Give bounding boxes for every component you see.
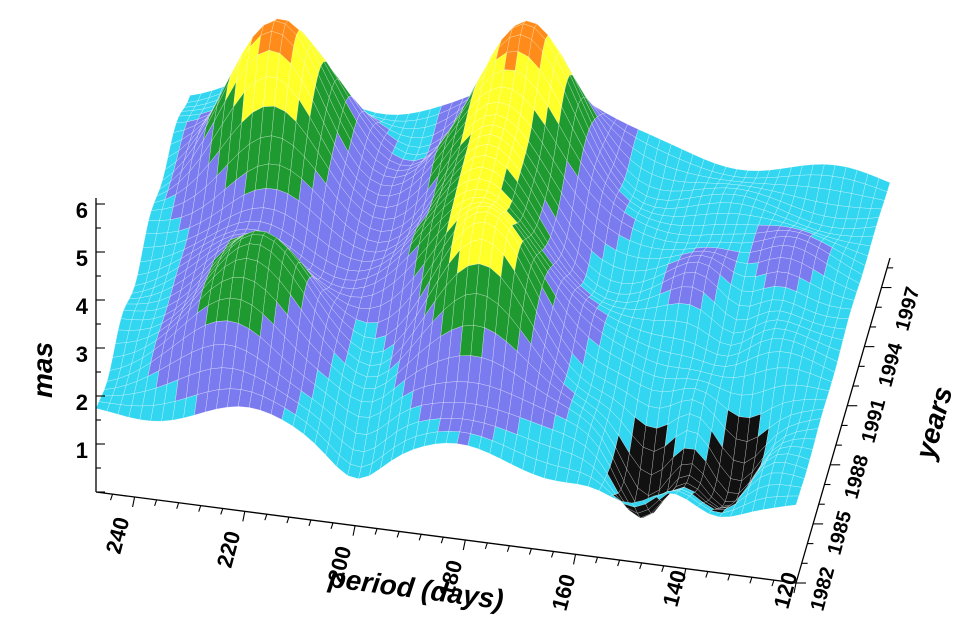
z-tick-label: 4: [76, 294, 89, 319]
x-tick-mark: [683, 568, 687, 579]
x-tick-mark: [705, 571, 709, 578]
x-tick-mark: [330, 522, 334, 529]
x-tick-mark: [793, 582, 797, 594]
x-axis-line: [95, 491, 797, 584]
y-tick-label: 1988: [841, 453, 874, 502]
x-tick-mark: [661, 565, 665, 572]
y-tick-label: 1982: [807, 565, 840, 614]
x-tick-mark: [462, 539, 466, 551]
x-tick-mark: [396, 531, 400, 538]
x-tick-mark: [550, 551, 555, 558]
y-axis-line: [795, 257, 891, 584]
y-tick-label: 1997: [892, 285, 925, 334]
y-tick-label: 1985: [824, 509, 857, 558]
x-tick-mark: [242, 511, 246, 522]
x-tick-mark: [286, 516, 290, 524]
y-tick-label: 1991: [858, 397, 891, 446]
y-axis-label: years: [909, 383, 958, 464]
x-tick-mark: [440, 536, 444, 544]
surface-mesh: [95, 18, 891, 519]
x-tick-mark: [264, 514, 268, 521]
x-tick-mark: [154, 499, 158, 507]
x-tick-mark: [749, 577, 753, 584]
x-tick-mark: [308, 519, 312, 527]
z-tick-labels: 1 2 3 4 5 6: [76, 198, 89, 463]
x-tick-label: 120: [769, 569, 803, 611]
x-tick-mark: [484, 542, 488, 550]
x-tick-mark: [771, 579, 775, 587]
x-tick-mark: [374, 528, 378, 535]
x-tick-mark: [220, 508, 224, 515]
x-tick-label: 160: [547, 571, 581, 613]
axes: [95, 198, 894, 594]
x-tick-mark: [572, 554, 577, 565]
x-tick-mark: [617, 559, 621, 567]
z-axis-label: mas: [27, 342, 58, 398]
z-tick-label: 5: [76, 246, 88, 271]
y-tick-label: 1994: [875, 340, 908, 390]
x-tick-mark: [352, 525, 356, 536]
z-tick-label: 1: [76, 438, 88, 463]
x-tick-mark: [506, 545, 510, 552]
x-axis-label: period (days): [326, 562, 505, 616]
x-tick-label: 240: [101, 514, 135, 556]
x-tick-mark: [595, 557, 599, 564]
z-tick-label: 2: [76, 390, 88, 415]
x-tick-labels: 240 220 200 180 160 140 120: [101, 514, 803, 613]
x-tick-mark: [639, 562, 643, 570]
z-tick-label: 3: [76, 342, 88, 367]
x-tick-label: 220: [212, 528, 246, 570]
x-tick-mark: [528, 548, 532, 555]
x-tick-mark: [132, 496, 136, 508]
x-tick-mark: [198, 505, 202, 512]
x-tick-mark: [418, 534, 422, 541]
x-tick-mark: [110, 493, 114, 501]
x-tick-mark: [176, 502, 180, 509]
surface-cell: [784, 495, 800, 507]
z-tick-label: 6: [76, 198, 88, 223]
x-tick-mark: [727, 574, 731, 581]
x-tick-label: 140: [658, 567, 692, 609]
